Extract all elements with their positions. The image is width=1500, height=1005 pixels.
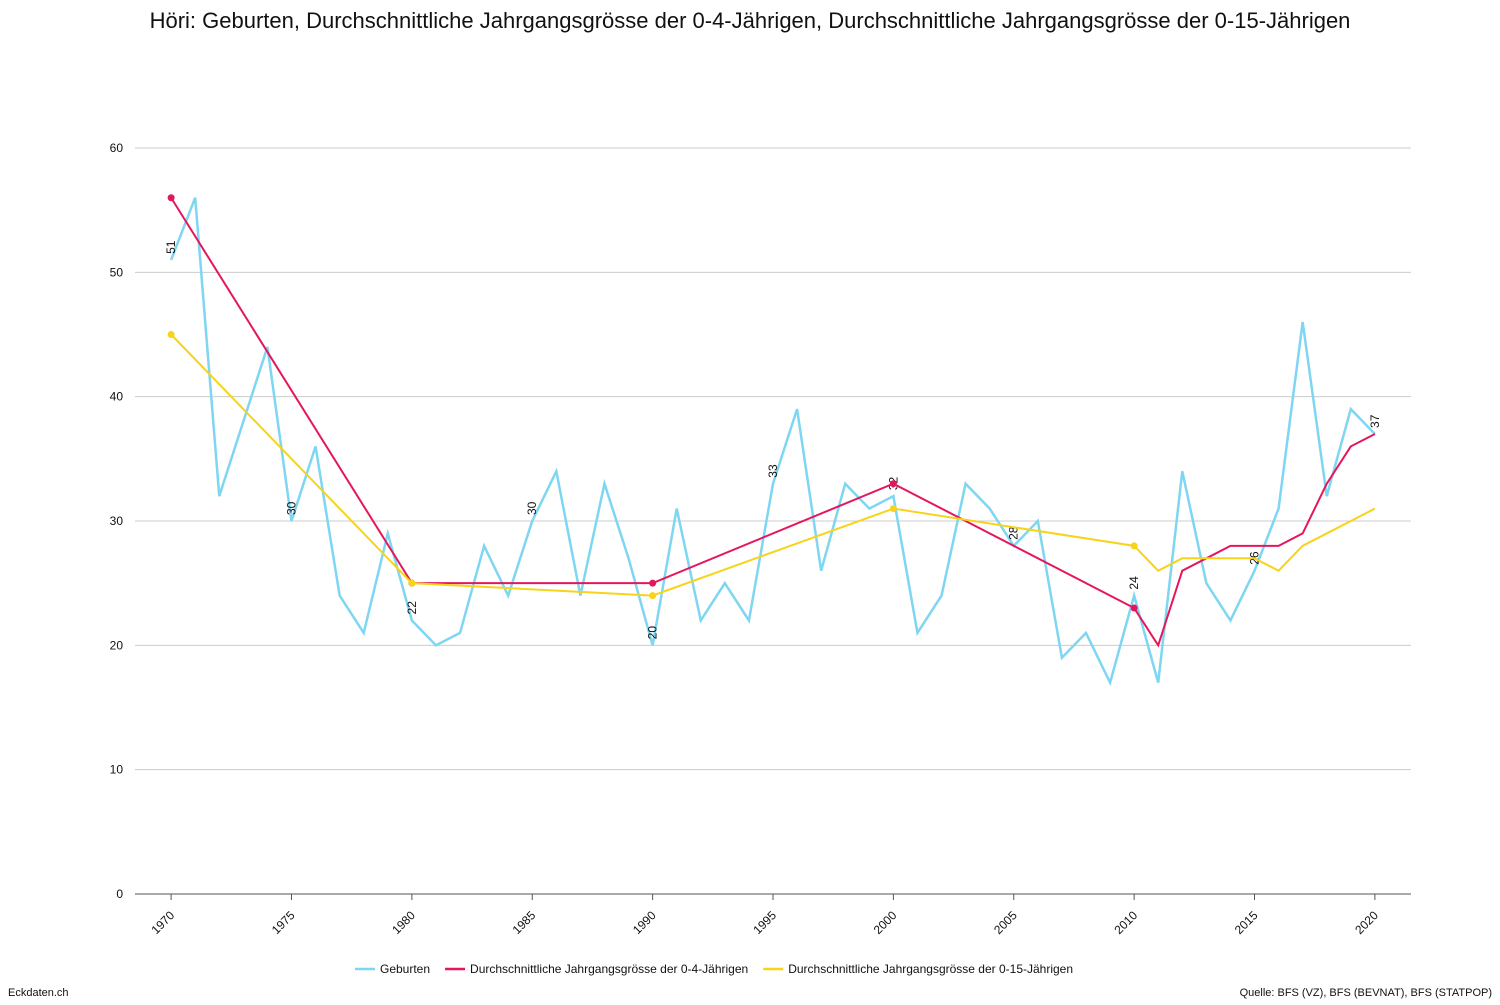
point (1130, 604, 1138, 612)
point (1130, 542, 1138, 550)
data-label: 20 (646, 626, 660, 640)
point (408, 579, 416, 587)
x-tick-label: 1985 (510, 908, 539, 937)
point (167, 194, 175, 202)
legend-label: Geburten (380, 962, 430, 976)
x-tick-label: 1970 (148, 908, 177, 937)
point (649, 592, 657, 600)
y-tick-label: 20 (110, 638, 124, 652)
footer-right: Quelle: BFS (VZ), BFS (BEVNAT), BFS (STA… (1240, 987, 1492, 999)
series-line (169, 197, 1376, 687)
data-label: 37 (1368, 414, 1382, 428)
series-line (170, 197, 1376, 648)
x-tick-label: 2015 (1232, 908, 1261, 937)
y-tick-label: 10 (110, 763, 124, 777)
x-tick-label: 2000 (871, 908, 900, 937)
chart-title: Höri: Geburten, Durchschnittliche Jahrga… (150, 8, 1351, 33)
legend-label: Durchschnittliche Jahrgangsgrösse der 0-… (470, 962, 748, 976)
data-label: 33 (766, 464, 780, 478)
x-tick-label: 1980 (389, 908, 418, 937)
y-tick-label: 0 (116, 887, 123, 901)
x-tick-label: 1975 (269, 908, 298, 937)
y-tick-label: 40 (110, 390, 124, 404)
point (649, 579, 657, 587)
x-tick-label: 2010 (1111, 908, 1140, 937)
data-label: 30 (525, 501, 539, 515)
data-label: 24 (1127, 576, 1141, 590)
point (889, 505, 897, 513)
data-label: 22 (405, 601, 419, 615)
y-tick-label: 60 (110, 141, 124, 155)
x-tick-label: 1995 (750, 908, 779, 937)
point (889, 480, 897, 488)
data-label: 51 (164, 240, 178, 254)
x-tick-label: 1990 (630, 908, 659, 937)
x-tick-label: 2020 (1352, 908, 1381, 937)
legend-label: Durchschnittliche Jahrgangsgrösse der 0-… (788, 962, 1073, 976)
y-tick-label: 50 (110, 265, 124, 279)
point (167, 331, 175, 338)
data-label: 28 (1007, 526, 1021, 540)
series-line (170, 333, 1376, 597)
data-label: 30 (284, 501, 298, 515)
y-tick-label: 30 (110, 514, 124, 528)
x-tick-label: 2005 (991, 908, 1020, 937)
footer-left: Eckdaten.ch (8, 987, 69, 999)
